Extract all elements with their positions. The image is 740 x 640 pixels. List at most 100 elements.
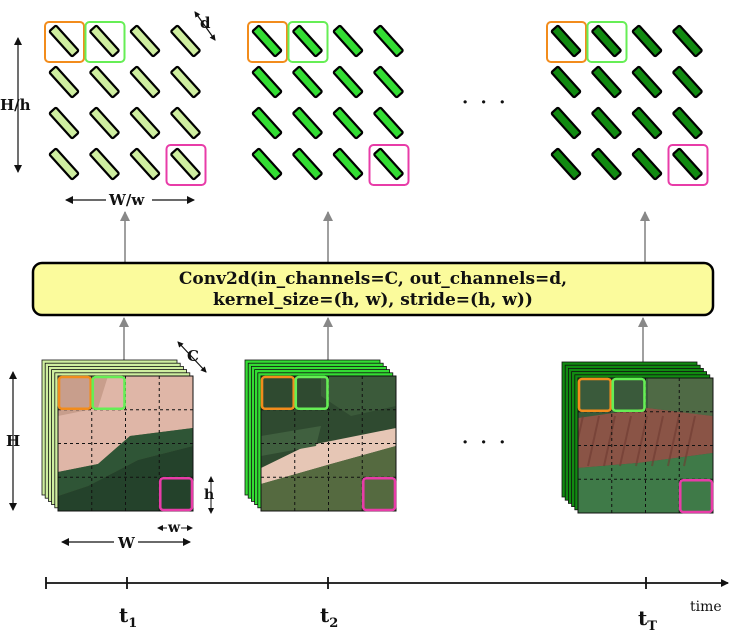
token-bar [672,147,703,181]
token-bar [129,147,161,181]
output-width-label: W/w [108,191,145,209]
token-bar [292,147,323,181]
token-bar [332,106,364,140]
highlight-orange-box [44,21,85,63]
token-bar [292,24,323,58]
token-bar [631,106,663,140]
input-stack-2 [244,359,397,512]
conv2d-box: Conv2d(in_channels=C, out_channels=d, ke… [31,261,715,317]
token-bar [129,24,161,58]
output-arrows [120,211,650,262]
token-bar [170,106,201,140]
token-bar [672,65,703,99]
token-bar [550,65,582,99]
token-bar [672,106,703,140]
token-bar [89,147,120,181]
patch-highlight-green [294,375,329,411]
conv2d-line-2: kernel_size=(h, w), stride=(h, w)) [213,290,533,310]
token-bar [631,24,663,58]
token-bar [373,65,404,99]
patch-highlight-green [611,377,646,413]
token-bar [251,24,283,58]
satellite-image [578,378,713,513]
highlight-orange-box [247,21,288,63]
highlight-green-box [287,21,329,63]
token-bar [591,65,622,99]
embedding-dim-annotation: d [194,11,216,41]
token-bar [373,106,404,140]
token-bar [170,65,201,99]
timestep-label-T: tT [638,606,657,634]
time-axis-label: time [690,599,722,615]
embedding-dim-label: d [200,14,211,32]
output-grid-3 [546,21,709,186]
input-stack-1 [41,359,194,512]
token-bar [292,106,323,140]
input-height-annotation: H [6,371,20,511]
token-bar [89,24,120,58]
output-grid-2 [247,21,410,186]
token-bar [373,147,404,181]
patch-width-label: w [167,520,181,536]
highlight-green-box [84,21,126,63]
input-image-stacks [41,359,714,514]
token-bar [373,24,404,58]
patch-highlight-green [91,375,126,411]
token-bar [170,24,201,58]
token-bar [292,65,323,99]
token-bar [631,65,663,99]
patch-highlight-magenta [158,476,194,512]
highlight-magenta-box [165,144,207,186]
token-bar [89,65,120,99]
output-ellipsis: · · · [462,92,508,113]
highlight-green-box [586,21,628,63]
patch-height-label: h [204,487,214,503]
highlight-magenta-box [368,144,410,186]
token-bar [170,147,201,181]
input-width-label: W [117,534,136,552]
patch-highlight-orange [577,377,613,413]
output-height-label: H/h [0,96,31,114]
token-bar [550,147,582,181]
token-bar [251,106,283,140]
output-height-annotation: H/h [0,37,31,173]
token-bar [129,106,161,140]
token-bar [550,24,582,58]
token-bar [591,106,622,140]
token-bar [591,24,622,58]
patch-height-annotation: h [204,476,214,514]
token-bar [251,65,283,99]
input-stack-3 [561,361,714,514]
input-channels-annotation: C [177,341,207,373]
highlight-orange-box [546,21,587,63]
token-bar [48,65,80,99]
timestep-label-2: t2 [320,603,338,631]
token-bar [591,147,622,181]
highlight-magenta-box [667,144,709,186]
timestep-label-1: t1 [119,603,137,631]
patch-highlight-magenta [678,478,714,514]
input-ellipsis: · · · [462,432,508,453]
token-bar [129,65,161,99]
output-grid-1 [44,21,207,186]
input-width-annotation: W [61,534,191,552]
patch-highlight-magenta [361,476,397,512]
token-bar [48,24,80,58]
time-axis: time t1 t2 tT [45,577,729,634]
token-bar [48,106,80,140]
token-bar [251,147,283,181]
conv2d-line-1: Conv2d(in_channels=C, out_channels=d, [179,269,567,289]
output-token-grids [44,21,709,186]
token-bar [332,24,364,58]
token-bar [332,147,364,181]
output-width-annotation: W/w [65,191,195,209]
token-bar [332,65,364,99]
token-bar [89,106,120,140]
token-bar [48,147,80,181]
patch-width-annotation: w [157,520,193,536]
token-bar [672,24,703,58]
patch-highlight-orange [260,375,296,411]
input-channels-label: C [187,347,199,365]
token-bar [550,106,582,140]
